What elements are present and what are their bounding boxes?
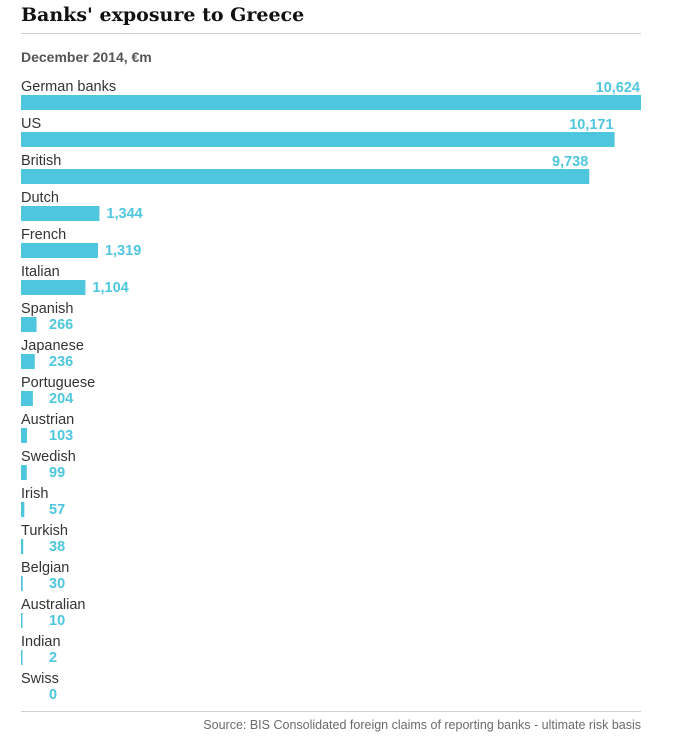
bar [21,206,100,221]
value-label: 30 [49,576,65,592]
bar [21,354,35,369]
bar [21,502,25,517]
bar [21,169,590,184]
value-label: 266 [49,317,73,333]
category-label: Dutch [21,190,59,206]
value-label: 236 [49,354,73,370]
bar [21,539,24,554]
footer-divider [21,711,641,712]
value-label: 9,738 [552,154,588,170]
bar [21,95,641,110]
category-label: Austrian [21,412,74,428]
value-label: 10,624 [596,80,640,96]
chart-title: Banks' exposure to Greece [21,4,305,26]
bar [21,391,33,406]
category-label: Irish [21,486,48,502]
category-label: Turkish [21,523,68,539]
value-label: 1,319 [105,243,141,259]
source-note: Source: BIS Consolidated foreign claims … [203,718,641,732]
category-label: Portuguese [21,375,95,391]
category-label: Indian [21,634,61,650]
category-label: British [21,153,61,169]
category-label: Swedish [21,449,76,465]
bar [21,132,615,147]
category-label: Australian [21,597,85,613]
category-label: Spanish [21,301,73,317]
category-label: Swiss [21,671,59,687]
value-label: 38 [49,539,65,555]
value-label: 2 [49,650,57,666]
category-label: French [21,227,66,243]
category-label: Japanese [21,338,84,354]
value-label: 103 [49,428,73,444]
value-label: 1,344 [106,206,142,222]
category-label: Belgian [21,560,69,576]
value-label: 1,104 [92,280,128,296]
value-label: 0 [49,687,57,703]
value-label: 204 [49,391,73,407]
value-label: 57 [49,502,65,518]
value-label: 99 [49,465,65,481]
bar [21,465,27,480]
bar [21,317,37,332]
chart-subtitle: December 2014, €m [21,49,152,65]
value-label: 10,171 [569,117,613,133]
bar [21,280,86,295]
bar [21,613,23,628]
category-label: US [21,116,41,132]
category-label: German banks [21,79,116,95]
bar [21,576,23,591]
value-label: 10 [49,613,65,629]
title-divider [21,33,641,34]
bar [21,428,28,443]
bar [21,243,98,258]
bar [21,650,23,665]
category-label: Italian [21,264,60,280]
